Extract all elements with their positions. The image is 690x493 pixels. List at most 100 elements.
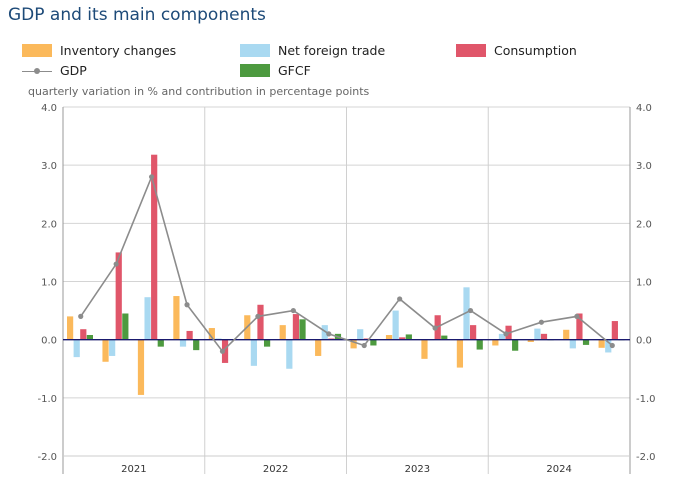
bar-net-foreign-trade bbox=[286, 339, 293, 369]
bar-gfcf bbox=[86, 335, 93, 340]
bar-gfcf bbox=[476, 339, 483, 350]
bar-consumption bbox=[292, 314, 300, 340]
bar-inventory-changes bbox=[102, 339, 109, 362]
legend-swatch bbox=[240, 44, 270, 57]
gdp-point bbox=[538, 319, 545, 325]
bar-net-foreign-trade bbox=[357, 329, 364, 340]
chart-title: GDP and its main components bbox=[8, 5, 266, 25]
legend-label: Net foreign trade bbox=[278, 43, 386, 58]
bar-consumption bbox=[151, 154, 158, 340]
y2-tick-label: 0.0 bbox=[636, 336, 652, 347]
bar-inventory-changes bbox=[350, 339, 357, 349]
gdp-point bbox=[78, 313, 84, 319]
bar-inventory-changes bbox=[279, 325, 286, 340]
x-tick-label: 2024 bbox=[546, 464, 571, 475]
bar-gfcf bbox=[370, 339, 377, 346]
bar-gfcf bbox=[263, 339, 271, 347]
gdp-point bbox=[326, 331, 332, 337]
bar-inventory-changes bbox=[492, 339, 499, 346]
bar-net-foreign-trade bbox=[73, 339, 80, 358]
bar-gfcf bbox=[405, 334, 412, 340]
chart-subtitle: quarterly variation in % and contributio… bbox=[28, 85, 370, 98]
bar-gfcf bbox=[441, 335, 448, 340]
x-tick-label: 2022 bbox=[263, 464, 288, 475]
y-tick-label: 1.0 bbox=[41, 278, 57, 289]
gdp-line bbox=[80, 174, 613, 353]
bar-consumption bbox=[257, 304, 264, 340]
y2-tick-label: -2.0 bbox=[636, 452, 656, 463]
gdp-point bbox=[467, 307, 474, 314]
bar-net-foreign-trade bbox=[392, 310, 399, 340]
bar-inventory-changes bbox=[67, 316, 74, 340]
legend-consumption[interactable]: Consumption bbox=[456, 43, 577, 58]
legend-swatch bbox=[240, 64, 270, 77]
bar-inventory-changes bbox=[598, 339, 605, 348]
bar-consumption bbox=[80, 329, 87, 340]
bar-net-foreign-trade bbox=[321, 325, 328, 340]
legend-gdp[interactable]: GDP bbox=[22, 63, 87, 78]
bar-net-foreign-trade bbox=[605, 339, 612, 353]
legend-line bbox=[22, 65, 52, 77]
bar-inventory-changes bbox=[315, 339, 322, 356]
gdp-point bbox=[219, 348, 226, 354]
bar-net-foreign-trade bbox=[498, 333, 506, 340]
bar-gfcf bbox=[582, 339, 590, 345]
bar-inventory-changes bbox=[385, 335, 393, 340]
y2-tick-label: 4.0 bbox=[636, 103, 652, 114]
bar-consumption bbox=[540, 333, 548, 340]
bar-inventory-changes bbox=[173, 296, 180, 340]
bar-gfcf bbox=[299, 319, 306, 340]
bar-consumption bbox=[399, 337, 406, 340]
bar-net-foreign-trade bbox=[250, 339, 257, 366]
y-tick-label: -1.0 bbox=[37, 394, 57, 405]
bar-net-foreign-trade bbox=[534, 328, 541, 340]
bar-net-foreign-trade bbox=[463, 287, 470, 340]
legend-swatch bbox=[22, 44, 52, 57]
gdp-point bbox=[574, 313, 580, 319]
gdp-point bbox=[503, 331, 509, 337]
bar-inventory-changes bbox=[208, 328, 215, 340]
y-tick-label: 4.0 bbox=[41, 103, 57, 114]
bar-inventory-changes bbox=[137, 339, 145, 395]
bar-consumption bbox=[576, 313, 583, 340]
gdp-point bbox=[290, 307, 296, 314]
bar-gfcf bbox=[193, 339, 200, 351]
bar-net-foreign-trade bbox=[569, 339, 576, 349]
bar-consumption bbox=[186, 330, 193, 340]
gdp-point bbox=[148, 174, 155, 180]
legend-net-foreign-trade[interactable]: Net foreign trade bbox=[240, 43, 385, 58]
bar-gfcf bbox=[122, 313, 129, 340]
legend-gfcf[interactable]: GFCF bbox=[240, 63, 311, 78]
legend-label: Consumption bbox=[494, 43, 577, 58]
y2-tick-label: 1.0 bbox=[636, 278, 652, 289]
legend-inventory-changes[interactable]: Inventory changes bbox=[22, 43, 176, 58]
y-tick-label: 2.0 bbox=[41, 219, 57, 230]
bar-inventory-changes bbox=[527, 339, 534, 342]
gdp-point bbox=[255, 313, 261, 319]
y-tick-label: -2.0 bbox=[37, 452, 57, 463]
y-tick-label: 0.0 bbox=[41, 336, 57, 347]
x-tick-label: 2023 bbox=[405, 464, 430, 475]
legend-label: Inventory changes bbox=[60, 43, 177, 58]
gdp-point bbox=[432, 325, 438, 331]
gdp-point bbox=[397, 296, 403, 302]
legend-label: GDP bbox=[60, 63, 87, 78]
bar-gfcf bbox=[512, 339, 519, 351]
gdp-point bbox=[609, 342, 615, 349]
bar-net-foreign-trade bbox=[109, 339, 116, 356]
legend-label: GFCF bbox=[278, 63, 311, 78]
x-tick-label: 2021 bbox=[121, 464, 146, 475]
y-tick-label: 3.0 bbox=[41, 161, 57, 172]
bar-consumption bbox=[470, 325, 477, 340]
y2-tick-label: 2.0 bbox=[636, 219, 652, 230]
legend-swatch bbox=[456, 44, 486, 57]
bar-net-foreign-trade bbox=[179, 339, 187, 347]
bar-inventory-changes bbox=[563, 329, 570, 340]
bar-consumption bbox=[115, 252, 122, 340]
bar-net-foreign-trade bbox=[144, 297, 151, 340]
gdp-point bbox=[361, 342, 367, 349]
bar-inventory-changes bbox=[456, 339, 464, 368]
bar-gfcf bbox=[157, 339, 164, 347]
